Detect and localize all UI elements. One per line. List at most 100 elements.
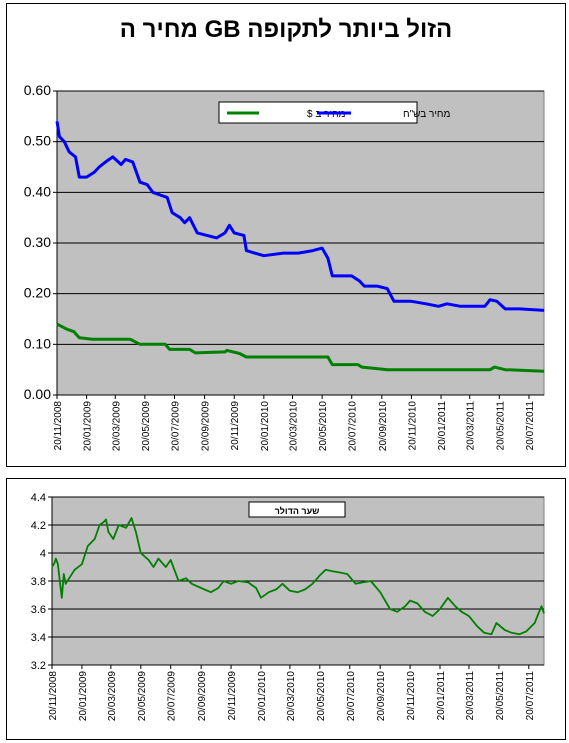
data-point: [63, 141, 65, 143]
data-point: [56, 120, 58, 122]
data-point: [268, 591, 270, 593]
x-tick-label: 20/01/2011: [437, 401, 448, 451]
data-point: [331, 275, 333, 277]
data-point: [519, 308, 521, 310]
data-point: [483, 632, 485, 634]
y-tick-label: 3.2: [31, 660, 46, 672]
data-point: [223, 580, 225, 582]
data-point: [120, 164, 122, 165]
x-tick-label: 20/05/2011: [495, 401, 506, 451]
data-point: [389, 608, 391, 610]
data-point: [216, 237, 218, 239]
x-tick-label: 20/05/2009: [137, 671, 148, 721]
data-point: [74, 569, 76, 571]
x-tick-label: 20/07/2010: [346, 671, 357, 721]
x-tick-label: 20/07/2011: [525, 401, 536, 451]
x-tick-label: 20/09/2010: [378, 401, 389, 451]
data-point: [438, 305, 440, 307]
data-point: [103, 521, 104, 523]
x-tick-label: 20/01/2010: [257, 671, 268, 721]
legend-label-ils: מחיר בש"ח: [403, 109, 451, 120]
data-point: [396, 611, 398, 613]
data-point: [224, 351, 226, 353]
data-point: [263, 255, 265, 257]
data-point: [184, 222, 186, 224]
data-point: [228, 224, 230, 226]
data-point: [439, 608, 441, 610]
data-point: [105, 161, 107, 163]
data-point: [325, 569, 327, 571]
x-tick-label: 20/11/2009: [227, 671, 238, 721]
data-point: [496, 300, 498, 302]
data-point: [357, 364, 359, 366]
data-point: [255, 587, 257, 589]
data-point: [425, 303, 427, 305]
data-point: [519, 633, 520, 635]
x-tick-label: 20/11/2008: [53, 401, 64, 451]
x-tick-label: 20/01/2010: [260, 401, 271, 451]
data-point: [409, 600, 411, 602]
data-point: [93, 171, 95, 173]
data-point: [297, 252, 299, 254]
x-tick-label: 20/09/2010: [376, 671, 387, 721]
data-point: [58, 136, 60, 138]
data-point: [495, 622, 497, 624]
data-point: [165, 566, 167, 568]
x-tick-label: 20/11/2010: [407, 401, 418, 451]
data-point: [59, 580, 61, 582]
data-point: [157, 558, 159, 560]
y-tick-label: 0.10: [24, 335, 51, 351]
data-point: [171, 212, 173, 214]
data-point: [125, 158, 126, 160]
data-point: [525, 630, 527, 632]
data-point: [447, 597, 449, 599]
data-point: [355, 583, 357, 585]
data-point: [210, 591, 212, 593]
data-point: [112, 538, 114, 540]
y-tick-label: 4: [40, 548, 46, 560]
data-point: [91, 338, 93, 340]
legend: [248, 501, 346, 518]
data-point: [152, 191, 154, 193]
data-point: [386, 369, 388, 371]
data-point: [351, 275, 353, 277]
data-point: [332, 570, 334, 572]
data-point: [312, 250, 314, 252]
series-line-0: [55, 121, 545, 312]
data-point: [75, 156, 76, 158]
data-point: [153, 566, 154, 568]
data-point: [245, 356, 247, 358]
x-tick-label: 20/03/2010: [288, 401, 299, 451]
x-tick-label: 20/05/2009: [141, 401, 152, 451]
data-point: [489, 369, 491, 371]
y-tick-label: 0.60: [24, 82, 51, 98]
data-point: [57, 563, 59, 565]
y-tick-label: 3.8: [31, 576, 46, 588]
x-tick-label: 20/03/2011: [466, 401, 477, 451]
data-point: [54, 562, 55, 564]
data-point: [346, 573, 348, 575]
data-point: [468, 615, 470, 617]
data-point: [491, 633, 492, 635]
data-point: [129, 338, 131, 340]
data-point: [543, 309, 545, 311]
data-point: [68, 151, 70, 153]
data-point: [504, 369, 506, 371]
x-tick-label: 20/03/2009: [111, 401, 122, 451]
data-point: [233, 232, 235, 234]
data-point: [476, 625, 478, 627]
price-chart-title: מחיר ה GB הזול ביותר לתקופה: [119, 16, 453, 43]
data-point: [51, 566, 53, 568]
data-point: [297, 591, 299, 593]
data-point: [200, 587, 202, 589]
x-tick-label: 20/11/2008: [48, 671, 59, 721]
data-point: [68, 577, 70, 579]
data-point: [243, 234, 245, 236]
data-point: [226, 349, 228, 351]
data-point: [135, 531, 137, 533]
y-tick-label: 0.30: [24, 234, 51, 250]
data-point: [132, 161, 134, 163]
data-point: [107, 531, 109, 533]
data-point: [379, 591, 381, 593]
y-tick-label: 0.00: [24, 386, 51, 402]
